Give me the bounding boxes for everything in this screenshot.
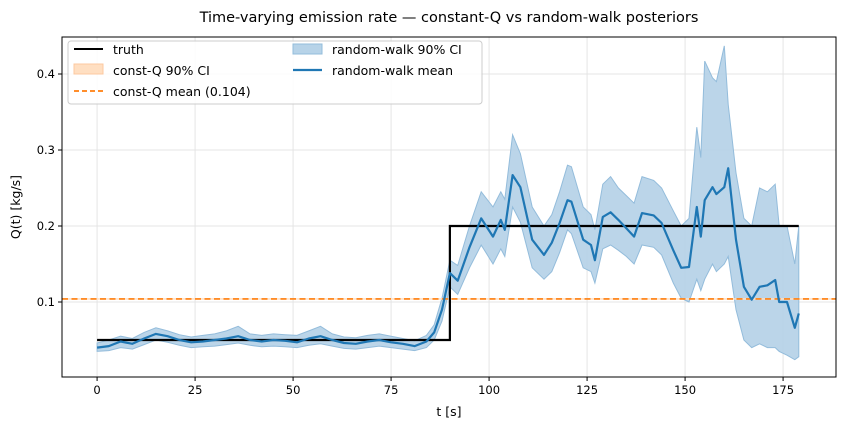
x-tick-label: 150 [674,383,696,397]
x-tick-label: 100 [478,383,500,397]
y-tick-label: 0.1 [37,295,55,309]
x-tick-label: 175 [772,383,794,397]
legend-rw-ci-swatch [292,43,323,55]
x-tick-label: 75 [384,383,399,397]
ticks: 0 25 50 75 100 125 150 175 0.1 0.2 0.3 0.4 [37,67,794,397]
x-axis-label: t [s] [436,404,461,419]
legend-constq-ci-swatch [73,63,104,75]
legend-constq-ci: const-Q 90% CI [113,63,210,78]
chart-title: Time-varying emission rate — constant-Q … [199,10,699,26]
x-tick-label: 125 [576,383,598,397]
x-tick-label: 50 [286,383,301,397]
y-tick-label: 0.4 [37,67,55,81]
legend-rw-mean: random-walk mean [332,63,453,78]
x-tick-label: 25 [188,383,203,397]
y-axis-label: Q(t) [kg/s] [8,175,23,239]
axes-frame [61,36,837,378]
y-tick-label: 0.2 [37,219,55,233]
legend-rw-ci: random-walk 90% CI [332,42,462,57]
plot-area [62,45,836,361]
x-tick-label: 0 [93,383,100,397]
legend: truth const-Q 90% CI const-Q mean (0.104… [67,40,483,105]
random-walk-mean-line [96,167,800,349]
legend-frame [67,40,483,105]
random-walk-ci-band [96,45,800,361]
y-tick-label: 0.3 [37,143,55,157]
legend-constq-mean: const-Q mean (0.104) [113,84,251,99]
legend-truth: truth [113,42,144,57]
